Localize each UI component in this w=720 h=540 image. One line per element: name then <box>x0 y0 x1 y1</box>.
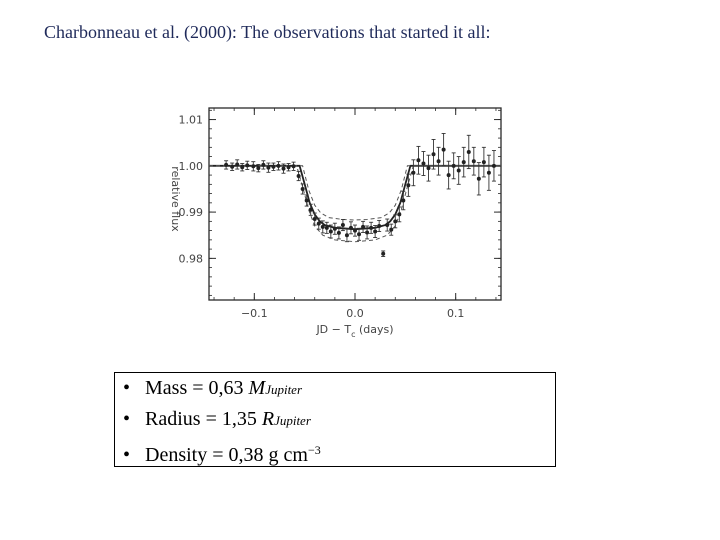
data-point <box>316 221 321 226</box>
data-point <box>357 232 362 237</box>
data-point <box>266 165 271 170</box>
density-value: = 0,38 g cm <box>212 444 308 466</box>
x-axis-label: JD − Tc (days) <box>315 323 393 339</box>
radius-label: Radius <box>145 408 201 430</box>
parameter-list: • Mass = 0,63 MJupiter • Radius = 1,35 RJu… <box>123 373 555 466</box>
x-axis-label-unit: (days) <box>356 323 394 336</box>
mass-symbol: M <box>248 377 266 399</box>
data-point <box>381 251 386 256</box>
data-point <box>389 227 394 232</box>
data-point <box>393 219 398 224</box>
data-point <box>276 163 281 168</box>
data-point <box>286 165 291 170</box>
data-point <box>291 164 296 169</box>
data-point <box>471 159 476 164</box>
data-point <box>365 230 370 235</box>
data-point <box>230 164 235 169</box>
data-point <box>481 160 486 165</box>
data-point <box>256 166 261 171</box>
data-point <box>426 166 431 171</box>
data-point <box>340 223 345 228</box>
radius-unit-subscript: Jupiter <box>274 413 311 428</box>
data-point <box>304 198 309 203</box>
data-point <box>397 212 402 217</box>
data-point <box>300 186 305 191</box>
data-point <box>245 163 250 168</box>
data-point <box>373 229 378 234</box>
data-point <box>336 230 341 235</box>
density-label: Density <box>145 444 208 466</box>
data-point <box>476 176 481 181</box>
data-point <box>344 233 349 238</box>
density-exponent: −3 <box>307 443 321 457</box>
data-point <box>353 228 357 233</box>
data-point <box>348 225 353 230</box>
data-point <box>436 159 441 164</box>
x-axis-label-main: JD − T <box>315 323 351 336</box>
data-point <box>461 160 466 165</box>
radius-symbol: R <box>261 408 275 430</box>
mass-unit-subscript: Jupiter <box>265 382 303 397</box>
data-point <box>240 165 245 170</box>
bullet-icon: • <box>123 444 131 466</box>
data-point <box>224 162 229 167</box>
data-point <box>451 163 456 168</box>
data-point <box>441 147 446 152</box>
density-item: • Density = 0,38 g cm−3 <box>123 435 555 466</box>
data-point <box>251 164 256 169</box>
data-point <box>312 217 317 222</box>
data-point <box>446 173 451 178</box>
data-point <box>466 149 471 154</box>
data-point <box>296 174 301 179</box>
data-point <box>320 224 325 229</box>
radius-item: • Radius = 1,35 RJupiter <box>123 404 555 435</box>
radius-value: = 1,35 <box>205 408 257 430</box>
x-tick-label: 0.0 <box>346 307 364 320</box>
x-axis-label-subscript: c <box>351 330 355 339</box>
data-point <box>281 166 286 171</box>
y-tick-label: 0.98 <box>179 252 204 265</box>
data-point <box>377 223 382 228</box>
data-point <box>385 223 390 228</box>
data-point <box>324 225 329 230</box>
model-lower-dashed-line <box>209 165 501 243</box>
plot-frame <box>208 107 502 301</box>
mass-value: = 0,63 <box>192 377 244 399</box>
data-point <box>332 226 337 231</box>
data-point <box>486 170 491 175</box>
data-point <box>369 225 374 230</box>
data-point <box>491 163 496 168</box>
y-axis-label: relative flux <box>169 166 182 232</box>
x-tick-label: 0.1 <box>447 307 465 320</box>
model-fit-line <box>209 164 501 231</box>
data-point <box>416 158 421 163</box>
data-point <box>261 162 266 167</box>
mass-item: • Mass = 0,63 MJupiter <box>123 373 555 404</box>
slide-title: Charbonneau et al. (2000): The observati… <box>44 22 491 42</box>
model-upper-dashed-line <box>209 165 501 221</box>
data-point <box>431 152 436 157</box>
data-point <box>456 168 461 173</box>
x-tick-label: −0.1 <box>241 307 268 320</box>
data-point <box>361 224 366 229</box>
y-tick-label: 0.99 <box>179 206 204 219</box>
bullet-icon: • <box>123 377 131 399</box>
data-point <box>271 164 276 169</box>
data-point <box>401 198 406 203</box>
y-tick-label: 1.01 <box>179 114 204 127</box>
bullet-icon: • <box>123 408 131 430</box>
data-point <box>308 207 313 212</box>
data-point <box>235 162 240 167</box>
y-tick-label: 1.00 <box>179 160 204 173</box>
data-point <box>421 161 426 166</box>
data-point <box>411 170 416 175</box>
data-point <box>328 229 333 234</box>
planet-parameters-box: • Mass = 0,63 MJupiter • Radius = 1,35 RJu… <box>114 372 556 467</box>
mass-label: Mass <box>145 377 188 399</box>
data-point <box>406 183 411 188</box>
